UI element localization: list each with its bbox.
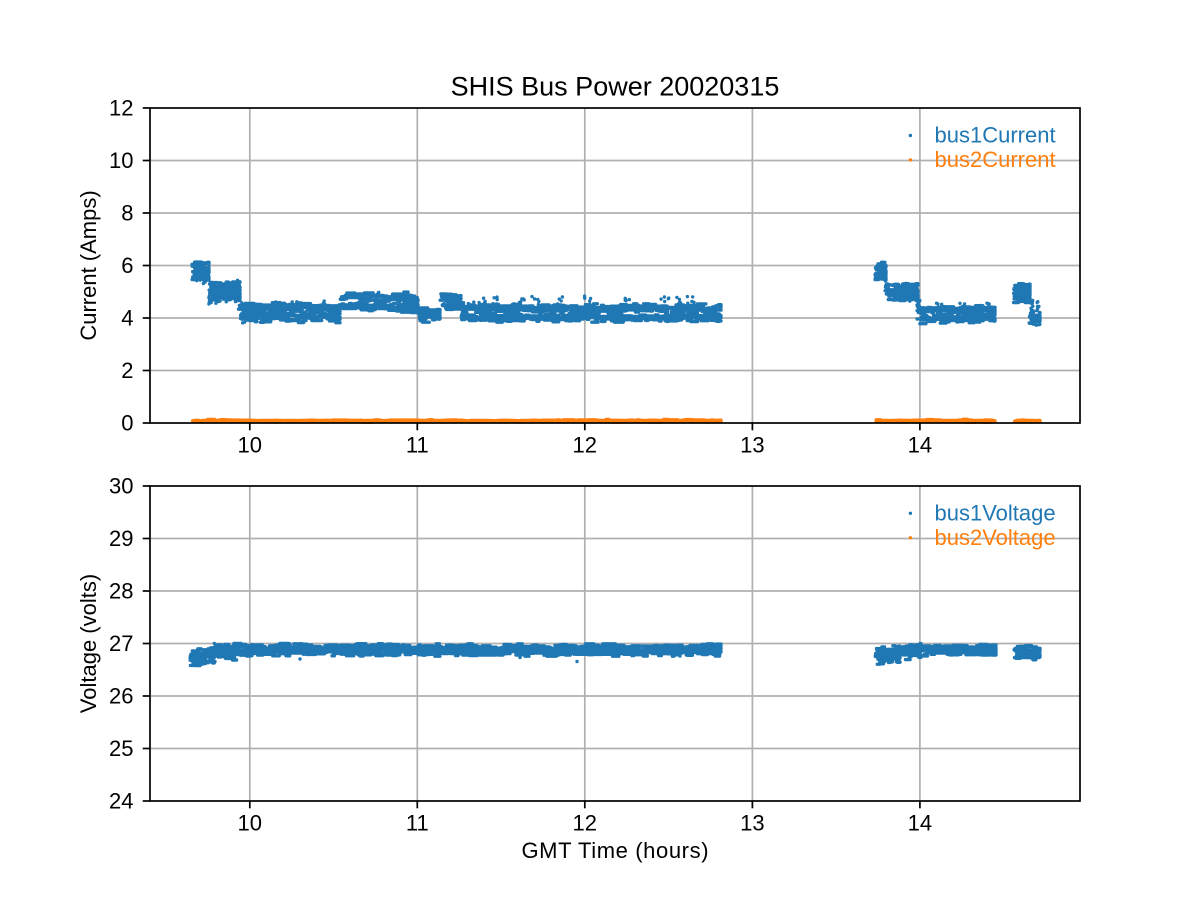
svg-text:GMT Time (hours): GMT Time (hours) (521, 838, 709, 863)
svg-text:27: 27 (109, 631, 133, 656)
svg-text:Voltage (volts): Voltage (volts) (76, 574, 101, 713)
svg-text:10: 10 (238, 811, 262, 836)
svg-text:13: 13 (740, 811, 764, 836)
svg-text:2: 2 (121, 358, 133, 383)
svg-text:30: 30 (109, 474, 133, 499)
svg-text:24: 24 (109, 789, 133, 814)
svg-text:bus1Current: bus1Current (935, 123, 1056, 148)
svg-text:11: 11 (406, 811, 429, 836)
svg-text:10: 10 (109, 148, 133, 173)
svg-text:6: 6 (121, 253, 133, 278)
svg-text:12: 12 (573, 433, 597, 458)
svg-text:bus2Voltage: bus2Voltage (935, 525, 1056, 550)
svg-text:13: 13 (740, 433, 764, 458)
svg-text:SHIS Bus Power 20020315: SHIS Bus Power 20020315 (451, 72, 780, 102)
svg-text:0: 0 (121, 411, 133, 436)
svg-text:14: 14 (908, 811, 932, 836)
svg-text:12: 12 (109, 96, 133, 121)
svg-text:10: 10 (238, 433, 262, 458)
svg-text:25: 25 (109, 736, 133, 761)
svg-text:12: 12 (573, 811, 597, 836)
svg-text:bus2Current: bus2Current (935, 147, 1056, 172)
svg-text:28: 28 (109, 579, 133, 604)
svg-text:bus1Voltage: bus1Voltage (935, 500, 1056, 525)
svg-text:11: 11 (406, 433, 429, 458)
svg-text:14: 14 (908, 433, 932, 458)
svg-text:Current (Amps): Current (Amps) (76, 190, 101, 340)
svg-text:29: 29 (109, 526, 133, 551)
svg-text:4: 4 (121, 306, 133, 331)
svg-text:8: 8 (121, 201, 133, 226)
svg-text:26: 26 (109, 684, 133, 709)
